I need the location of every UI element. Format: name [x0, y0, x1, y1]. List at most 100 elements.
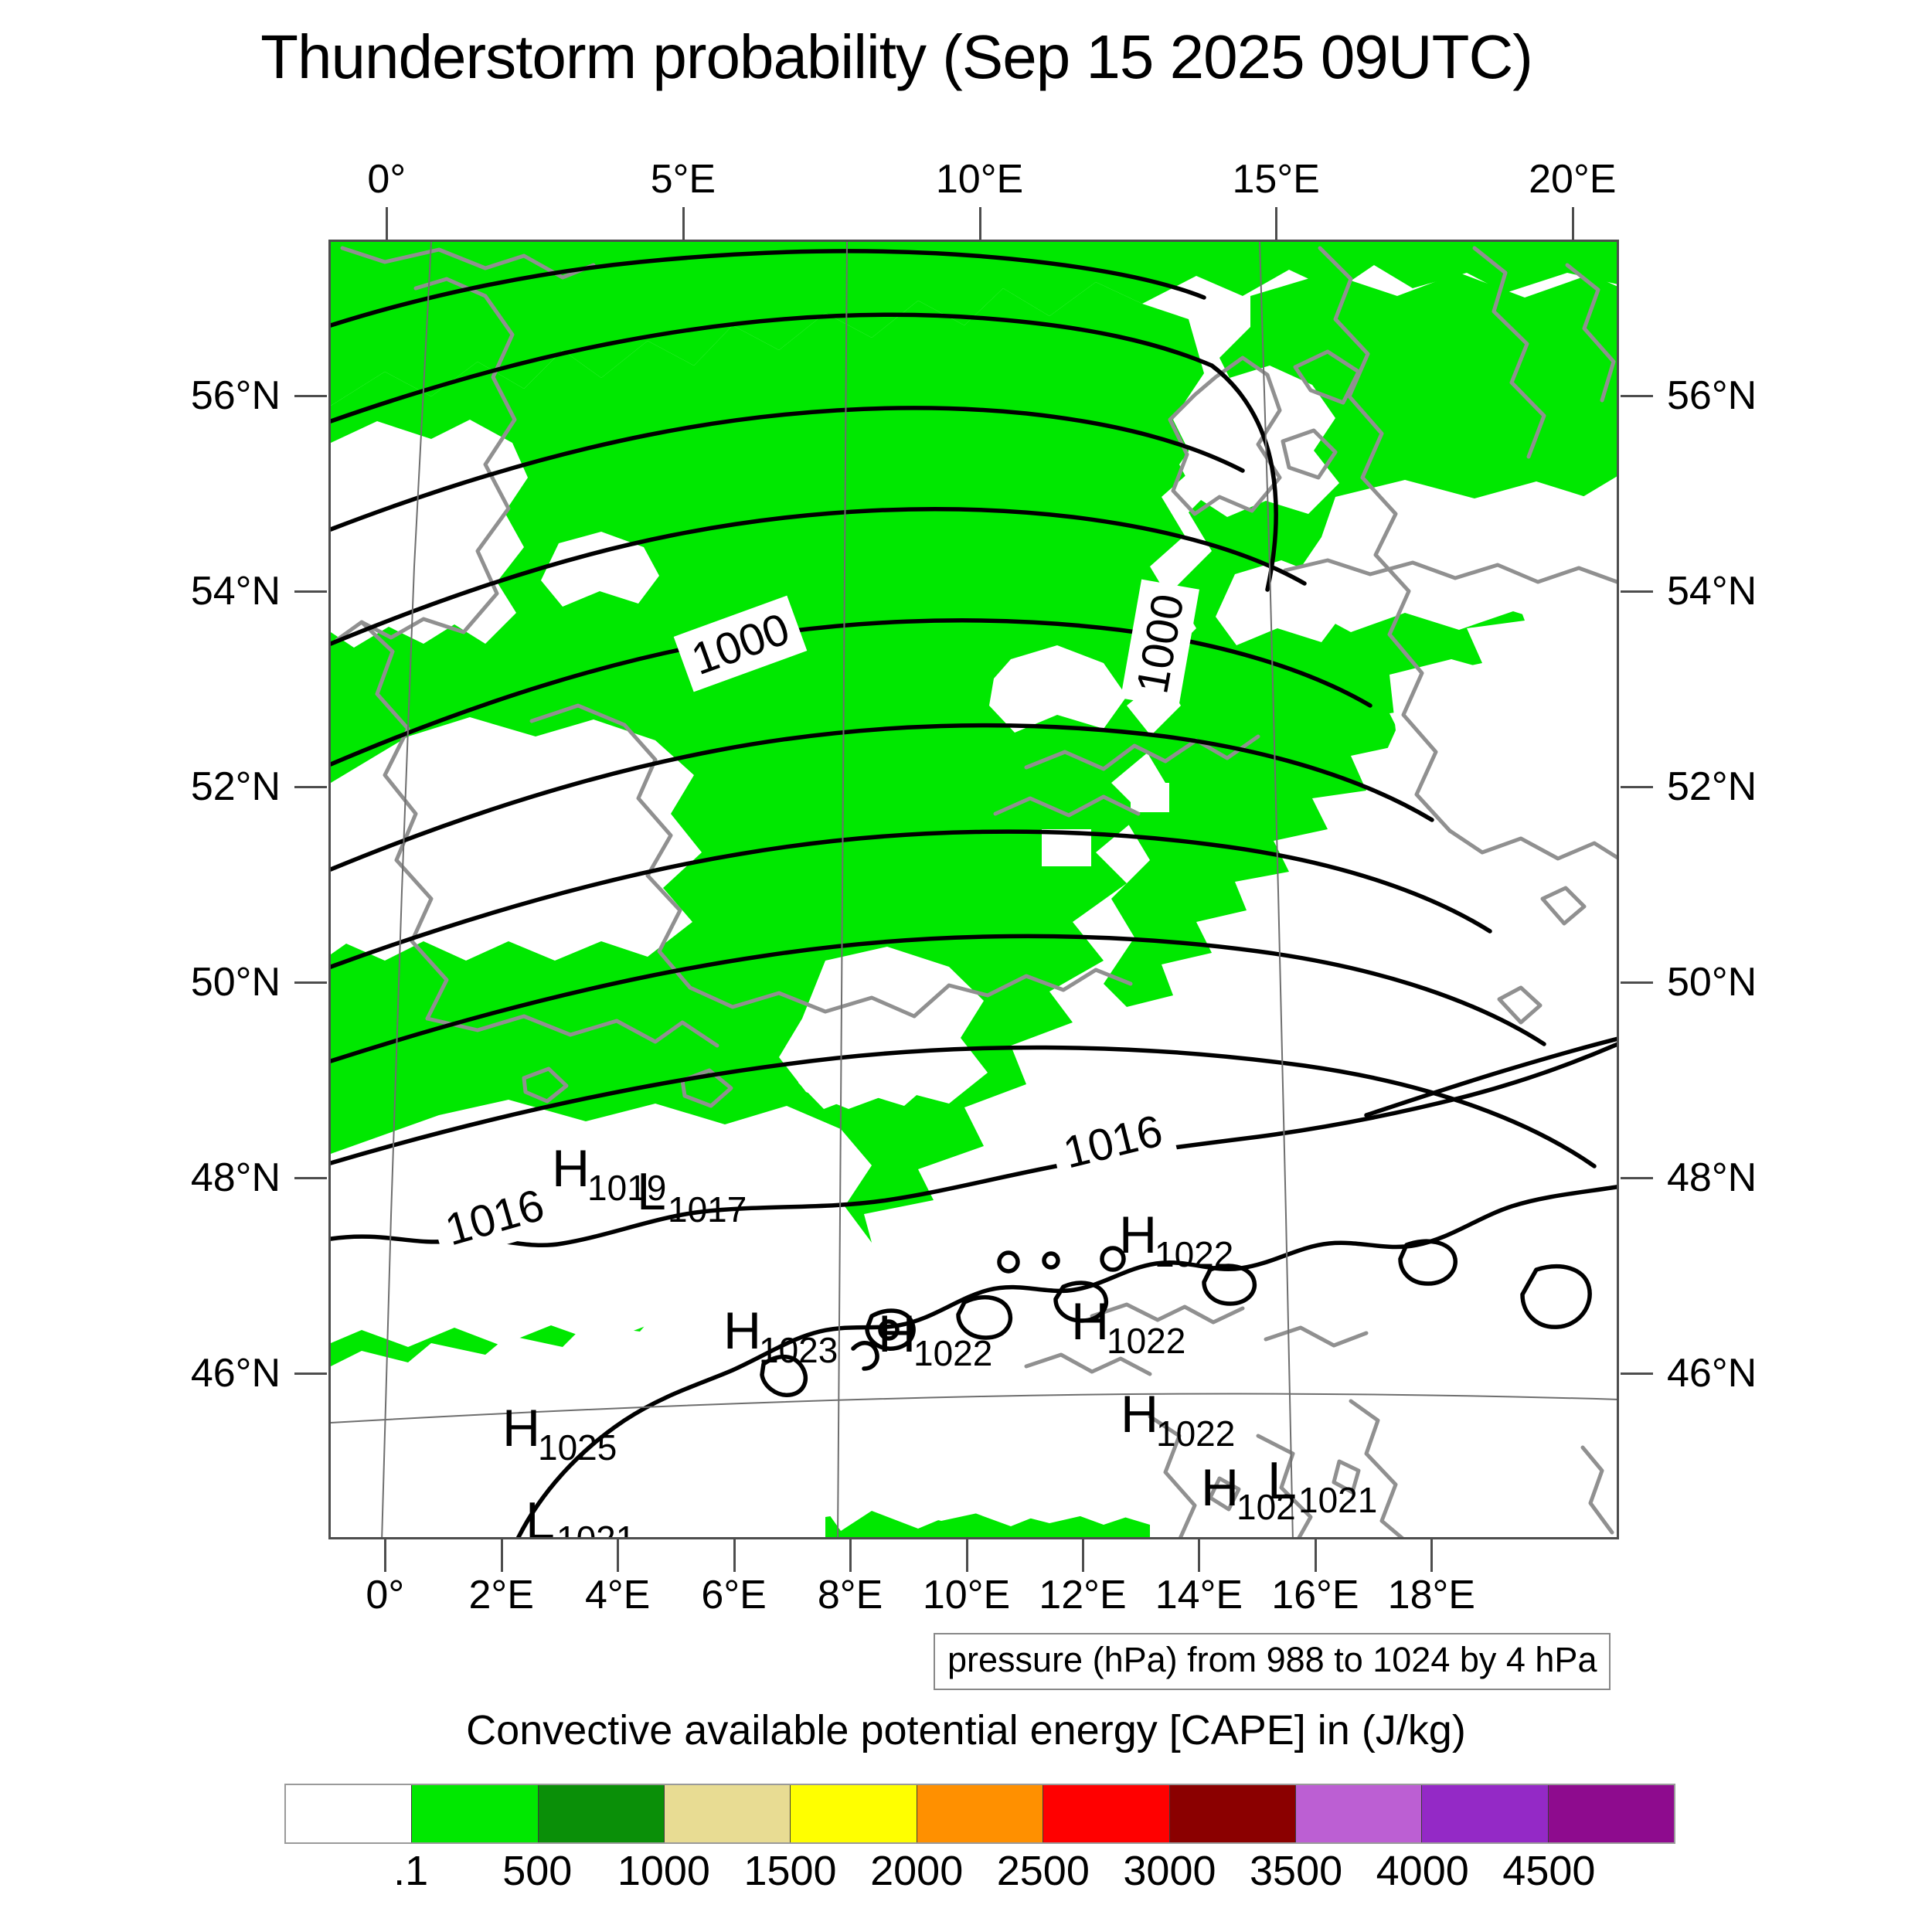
colorbar-segment-0 — [286, 1785, 413, 1842]
lon-tick-bottom-0 — [384, 1539, 387, 1572]
pressure-center-H1022-a: H 1022 — [1119, 1206, 1233, 1274]
pressure-center-value: 1022 — [913, 1333, 992, 1373]
lat-tick-left-1 — [294, 590, 327, 594]
lon-label-bottom-4: 8°E — [817, 1573, 883, 1617]
colorbar-segment-3 — [665, 1785, 791, 1842]
lon-tick-bottom-2 — [617, 1539, 620, 1572]
pressure-center-value: 1025 — [538, 1427, 617, 1468]
lat-label-right-5: 46°N — [1667, 1351, 1757, 1396]
lon-label-bottom-8: 16°E — [1271, 1573, 1359, 1617]
pressure-center-value: 1021 — [556, 1519, 635, 1539]
pressure-legend: pressure (hPa) from 988 to 1024 by 4 hPa — [934, 1633, 1611, 1690]
lon-tick-bottom-3 — [733, 1539, 736, 1572]
pressure-center-type: H — [878, 1304, 916, 1363]
colorbar-tick-0: .1 — [393, 1848, 429, 1894]
pressure-center-H1025: H 1025 — [502, 1399, 617, 1468]
colorbar-tick-2: 1000 — [617, 1848, 710, 1894]
pressure-center-value: 1022 — [1156, 1413, 1235, 1454]
lat-label-left-2: 52°N — [190, 764, 281, 810]
pressure-center-H1022-b: H 1022 — [878, 1304, 992, 1373]
colorbar-segment-8 — [1295, 1785, 1423, 1842]
pressure-center-type: H — [1121, 1385, 1158, 1444]
colorbar — [284, 1784, 1675, 1844]
colorbar-tick-5: 2500 — [996, 1848, 1090, 1894]
pressure-center-type: L — [637, 1162, 666, 1221]
colorbar-tick-labels: .1 500 1000 1500 2000 2500 3000 3500 4000 4500 — [284, 1847, 1675, 1901]
lat-tick-right-4 — [1621, 1177, 1653, 1180]
lat-label-right-3: 50°N — [1667, 960, 1757, 1005]
pressure-center-H1023: H 1023 — [723, 1301, 838, 1370]
pressure-center-L1021-bottom: L 1021 — [526, 1492, 635, 1539]
lon-tick-top-1 — [682, 207, 685, 240]
lat-label-left-4: 48°N — [190, 1155, 281, 1201]
lon-tick-top-3 — [1275, 207, 1278, 240]
lon-label-bottom-7: 14°E — [1155, 1573, 1243, 1617]
lat-tick-left-3 — [294, 981, 327, 985]
lon-label-bottom-0: 0° — [366, 1573, 405, 1617]
page-title: Thunderstorm probability (Sep 15 2025 09… — [260, 22, 1533, 91]
pressure-center-value: 1023 — [759, 1330, 838, 1370]
colorbar-tick-8: 4000 — [1376, 1848, 1469, 1894]
isobar-layer — [331, 249, 1617, 1537]
colorbar-tick-7: 3500 — [1250, 1848, 1343, 1894]
pressure-center-value: 1019 — [587, 1168, 666, 1208]
lat-label-left-0: 56°N — [190, 373, 281, 419]
lat-label-right-0: 56°N — [1667, 373, 1757, 419]
lat-label-left-1: 54°N — [190, 569, 281, 614]
lat-tick-right-0 — [1621, 395, 1653, 398]
colorbar-segment-6 — [1043, 1785, 1170, 1842]
pressure-center-L1017: L 1017 — [637, 1162, 747, 1230]
lon-label-bottom-3: 6°E — [701, 1573, 767, 1617]
lon-tick-bottom-5 — [965, 1539, 968, 1572]
lat-label-right-4: 48°N — [1667, 1155, 1757, 1201]
lon-tick-bottom-4 — [849, 1539, 852, 1572]
pressure-center-type: H — [1071, 1292, 1109, 1351]
colorbar-segment-10 — [1548, 1785, 1674, 1842]
lat-tick-right-1 — [1621, 590, 1653, 594]
lat-tick-right-5 — [1621, 1372, 1653, 1375]
pressure-center-type: H — [502, 1399, 540, 1458]
lon-label-bottom-1: 2°E — [468, 1573, 534, 1617]
lon-label-top-2: 10°E — [935, 157, 1024, 202]
lon-label-top-4: 20°E — [1529, 157, 1617, 202]
lon-tick-top-4 — [1571, 207, 1574, 240]
lon-tick-bottom-8 — [1314, 1539, 1317, 1572]
lat-label-right-2: 52°N — [1667, 764, 1757, 810]
pressure-center-type: H — [1119, 1206, 1157, 1264]
colorbar-container: .1 500 1000 1500 2000 2500 3000 3500 4000 4500 — [284, 1784, 1675, 1894]
lon-label-top-0: 0° — [367, 157, 406, 202]
pressure-center-H102-clipped: H 102 — [1201, 1458, 1296, 1527]
colorbar-tick-4: 2000 — [870, 1848, 964, 1894]
lat-tick-right-2 — [1621, 786, 1653, 789]
colorbar-tick-6: 3000 — [1123, 1848, 1216, 1894]
lon-label-bottom-9: 18°E — [1387, 1573, 1475, 1617]
pressure-center-layer: H 1019 L 1017 H 1022 H — [502, 1132, 1377, 1539]
pressure-center-L1021-right: L 1021 — [1267, 1451, 1377, 1520]
lon-tick-bottom-7 — [1198, 1539, 1201, 1572]
contour-label-1016-a: 1016 — [1059, 1105, 1168, 1178]
colorbar-segment-4 — [791, 1785, 917, 1842]
pressure-center-type: L — [526, 1492, 555, 1539]
weather-map: 1000 1000 1016 1016 — [331, 242, 1617, 1539]
colorbar-tick-9: 4500 — [1502, 1848, 1596, 1894]
pressure-center-value: 1022 — [1155, 1234, 1233, 1274]
graticule-layer — [331, 242, 1617, 1537]
pressure-center-value: 1021 — [1298, 1480, 1377, 1520]
map-frame: 1000 1000 1016 1016 — [328, 240, 1619, 1539]
colorbar-segment-5 — [917, 1785, 1044, 1842]
pressure-center-value: 1017 — [668, 1189, 747, 1230]
lon-label-top-1: 5°E — [650, 157, 716, 202]
pressure-center-H1022-c: H 1022 — [1071, 1292, 1185, 1361]
lon-tick-bottom-9 — [1430, 1539, 1434, 1572]
lon-label-bottom-2: 4°E — [584, 1573, 651, 1617]
colorbar-caption: Convective available potential energy [C… — [466, 1707, 1466, 1753]
lon-label-bottom-6: 12°E — [1039, 1573, 1127, 1617]
lon-label-bottom-5: 10°E — [922, 1573, 1011, 1617]
pressure-center-value: 1022 — [1107, 1321, 1185, 1361]
map-container: 1000 1000 1016 1016 — [328, 240, 1619, 1539]
lat-label-right-1: 54°N — [1667, 569, 1757, 614]
colorbar-segment-2 — [538, 1785, 665, 1842]
colorbar-tick-1: 500 — [502, 1848, 573, 1894]
colorbar-segment-9 — [1422, 1785, 1549, 1842]
